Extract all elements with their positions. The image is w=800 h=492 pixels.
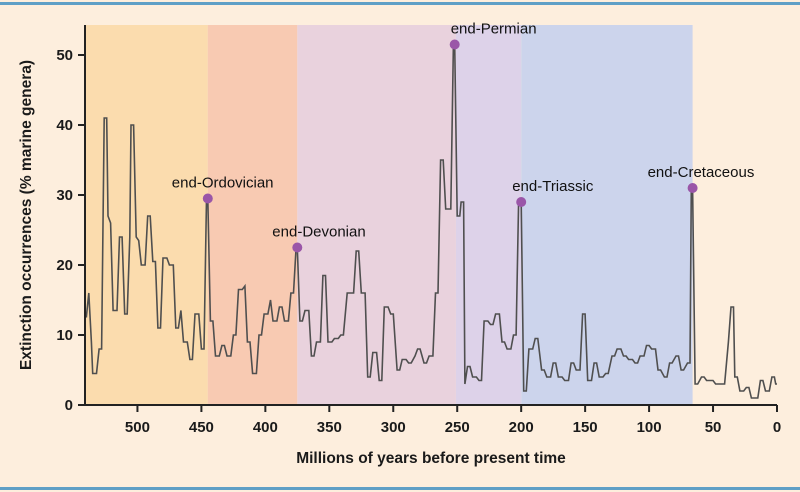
x-tick-label: 500	[125, 419, 150, 436]
figure-border-bottom	[0, 487, 800, 490]
y-tick-label: 40	[56, 117, 73, 134]
y-axis-title: Extinction occurrences (% marine genera)	[18, 60, 35, 370]
extinction-peak-dot	[292, 242, 303, 253]
extinction-peak-dot	[516, 197, 527, 207]
extinction-peak-label: end-Ordovician	[172, 175, 274, 192]
y-tick-label: 0	[65, 397, 73, 414]
period-band-carboniferous-permian	[297, 25, 456, 405]
x-tick-label: 250	[445, 419, 470, 436]
period-band-silurian-devonian	[207, 25, 298, 405]
period-band-jurassic-cretaceous	[521, 25, 693, 405]
x-tick-label: 450	[189, 419, 214, 436]
x-tick-label: 100	[637, 419, 662, 436]
x-tick-label: 50	[705, 419, 722, 436]
extinction-peak-label: end-Devonian	[272, 224, 365, 241]
extinction-peak-dot	[449, 39, 460, 50]
y-tick-label: 20	[56, 257, 73, 274]
period-band-triassic	[455, 25, 522, 405]
x-tick-label: 200	[509, 419, 534, 436]
x-tick-label: 350	[317, 419, 342, 436]
x-tick-label: 300	[381, 419, 406, 436]
extinction-peak-label: end-Cretaceous	[648, 164, 755, 181]
y-tick-label: 10	[56, 327, 73, 344]
period-bands-layer	[85, 25, 693, 405]
x-tick-label: 400	[253, 419, 278, 436]
extinction-peak-label: end-Triassic	[512, 178, 594, 195]
extinction-peak-label: end-Permian	[451, 21, 537, 38]
figure-border-top	[0, 2, 800, 5]
extinction-peak-dot	[202, 193, 213, 204]
y-tick-label: 50	[56, 47, 73, 64]
extinction-intensity-line	[85, 43, 777, 399]
plot-layer: 500 450 400 350 300 250 200 150 100 50 00102030405…	[56, 21, 781, 437]
extinction-peak-dot	[687, 183, 698, 193]
x-axis-title: Millions of years before present time	[296, 450, 566, 467]
x-tick-label: 0	[773, 419, 781, 436]
y-tick-label: 30	[56, 187, 73, 204]
x-tick-label: 150	[573, 419, 598, 436]
